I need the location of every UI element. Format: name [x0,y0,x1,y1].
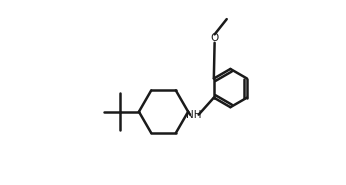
Text: O: O [210,33,219,43]
Text: NH: NH [186,110,202,120]
